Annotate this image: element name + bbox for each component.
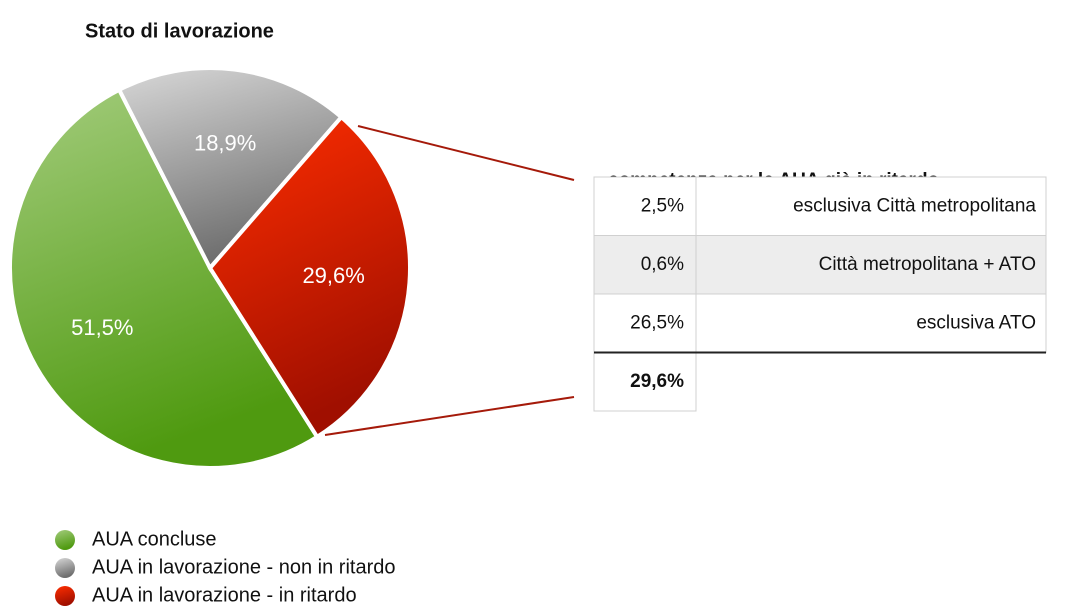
slice-label: 51,5% [71, 315, 133, 340]
table-total: 29,6% [630, 371, 684, 392]
table-cell: esclusiva Città metropolitana [793, 195, 1036, 216]
legend-swatch [55, 586, 75, 606]
legend-label: AUA concluse [92, 528, 217, 550]
connector [357, 125, 575, 181]
table-total-cell [593, 352, 697, 412]
table-row [593, 176, 1047, 236]
pie-slice [8, 87, 320, 470]
table-cell: Città metropolitana + ATO [819, 254, 1036, 275]
chart-title: Stato di lavorazione [85, 20, 274, 42]
slice-label: 29,6% [302, 263, 364, 288]
legend-swatch [55, 530, 75, 550]
table-cell: 2,5% [641, 195, 684, 216]
connector [324, 396, 575, 436]
slice-label: 18,9% [194, 131, 256, 156]
pie-slice [207, 114, 412, 440]
table-cell: 0,6% [641, 254, 684, 275]
pie-slice [116, 66, 345, 272]
legend-label: AUA in lavorazione - in ritardo [92, 584, 357, 606]
legend-swatch [55, 558, 75, 578]
table-cell: 26,5% [630, 312, 684, 333]
legend-label: AUA in lavorazione - non in ritardo [92, 556, 396, 578]
table-cell: esclusiva ATO [916, 312, 1036, 333]
